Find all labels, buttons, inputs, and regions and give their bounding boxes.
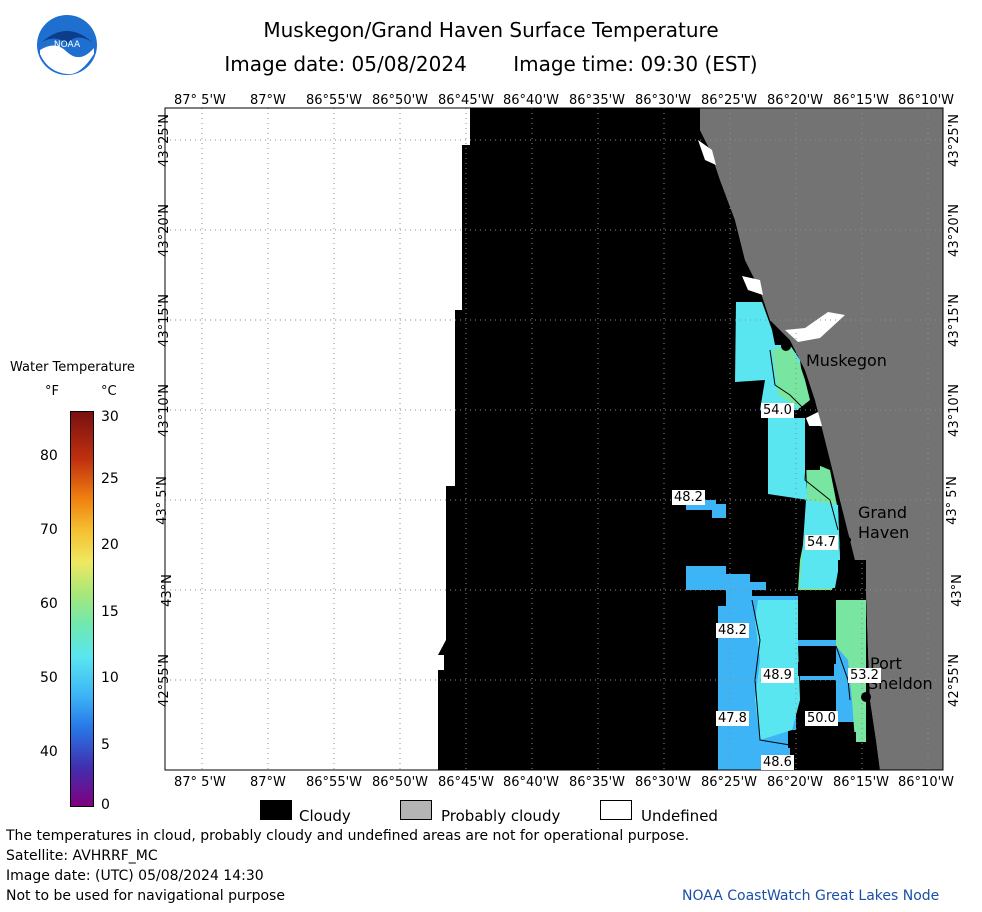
image-date-time: Image date: 05/08/2024 Image time: 09:30… bbox=[0, 52, 982, 76]
lat-label: 43°20'N bbox=[946, 204, 962, 257]
legend-c-tick: 25 bbox=[101, 471, 119, 487]
lon-label: 86°15'W bbox=[833, 93, 890, 108]
cloudy-label: Cloudy bbox=[299, 807, 351, 825]
legend-c-tick: 10 bbox=[101, 670, 119, 686]
legend-c-tick: 15 bbox=[101, 604, 119, 620]
lat-label: 43°N bbox=[159, 574, 175, 607]
footer-disclaimer: The temperatures in cloud, probably clou… bbox=[6, 828, 690, 844]
image-date: Image date: 05/08/2024 bbox=[224, 52, 467, 76]
temp-label: 48.2 bbox=[716, 623, 749, 638]
temp-label: 53.2 bbox=[848, 668, 881, 683]
graticule bbox=[165, 108, 943, 770]
lat-label: 43°15'N bbox=[156, 294, 172, 347]
footer-credit: NOAA CoastWatch Great Lakes Node bbox=[682, 888, 940, 904]
legend-f-tick: 80 bbox=[40, 448, 58, 464]
lon-label: 86°45'W bbox=[438, 93, 495, 108]
lon-label: 87°W bbox=[250, 775, 286, 790]
lon-label: 86°15'W bbox=[833, 775, 890, 790]
probably-cloudy-swatch bbox=[400, 800, 432, 820]
lon-label: 86°25'W bbox=[701, 775, 758, 790]
temp-label: 47.8 bbox=[716, 711, 749, 726]
cloudy-swatch bbox=[260, 800, 292, 820]
lat-label: 43°10'N bbox=[156, 384, 172, 437]
place-grand-haven-1: Grand bbox=[858, 503, 908, 522]
grand-haven-marker bbox=[845, 537, 851, 543]
legend-unit-c: °C bbox=[101, 384, 117, 399]
lon-label: 86°25'W bbox=[701, 93, 758, 108]
lat-label: 43°25'N bbox=[156, 114, 172, 167]
noaa-logo: NOAA bbox=[36, 14, 98, 76]
undefined-swatch bbox=[600, 800, 632, 820]
water-region bbox=[772, 345, 810, 408]
lon-label: 86°30'W bbox=[635, 775, 692, 790]
svg-text:NOAA: NOAA bbox=[54, 40, 81, 50]
legend-title: Water Temperature bbox=[10, 360, 135, 375]
legend-c-tick: 30 bbox=[101, 409, 119, 425]
page-title: Muskegon/Grand Haven Surface Temperature bbox=[263, 18, 719, 42]
temp-label: 48.6 bbox=[761, 755, 794, 770]
undefined-label: Undefined bbox=[641, 807, 718, 825]
lat-label: 43°10'N bbox=[946, 384, 962, 437]
lon-label: 86°55'W bbox=[306, 93, 363, 108]
lat-label: 42°55'N bbox=[156, 654, 172, 707]
lon-label: 86°40'W bbox=[503, 93, 560, 108]
water-region bbox=[768, 418, 808, 500]
lon-label: 87° 5'W bbox=[174, 775, 226, 790]
lon-label: 86°50'W bbox=[372, 775, 429, 790]
lat-label: 42°55'N bbox=[946, 654, 962, 707]
probably-cloudy-label: Probably cloudy bbox=[441, 807, 561, 825]
lon-label: 86°20'W bbox=[767, 775, 824, 790]
legend-f-tick: 50 bbox=[40, 670, 58, 686]
lon-label: 86°35'W bbox=[569, 93, 626, 108]
lat-label: 43°15'N bbox=[946, 294, 962, 347]
legend-c-tick: 0 bbox=[101, 797, 110, 813]
legend-c-tick: 20 bbox=[101, 537, 119, 553]
lon-label: 86°40'W bbox=[503, 775, 560, 790]
legend-f-tick: 70 bbox=[40, 522, 58, 538]
image-time: Image time: 09:30 (EST) bbox=[513, 52, 758, 76]
lat-label: 43°20'N bbox=[156, 204, 172, 257]
land-area bbox=[700, 108, 943, 770]
temp-label: 54.7 bbox=[805, 535, 838, 550]
lon-label: 86°10'W bbox=[898, 775, 955, 790]
lon-label: 86°30'W bbox=[635, 93, 692, 108]
lon-label: 86°10'W bbox=[898, 93, 955, 108]
lon-label: 86°55'W bbox=[306, 775, 363, 790]
legend-color-bar bbox=[70, 411, 94, 807]
lon-label: 86°50'W bbox=[372, 93, 429, 108]
muskegon-marker bbox=[781, 341, 791, 351]
lon-label: 86°20'W bbox=[767, 93, 824, 108]
legend-f-tick: 40 bbox=[40, 744, 58, 760]
place-port-sheldon-2: Sheldon bbox=[868, 674, 933, 693]
footer-image-date: Image date: (UTC) 05/08/2024 14:30 bbox=[6, 868, 264, 884]
lon-label: 87°W bbox=[250, 93, 286, 108]
port-sheldon-marker bbox=[861, 692, 871, 702]
temp-label: 50.0 bbox=[805, 711, 838, 726]
lon-label: 86°45'W bbox=[438, 775, 495, 790]
lat-label: 43° 5'N bbox=[944, 476, 960, 525]
lat-label: 43°N bbox=[949, 574, 965, 607]
lat-label: 43°25'N bbox=[946, 114, 962, 167]
lat-label: 43° 5'N bbox=[154, 476, 170, 525]
legend-f-tick: 60 bbox=[40, 596, 58, 612]
footer-navigation-warning: Not to be used for navigational purpose bbox=[6, 888, 285, 904]
place-muskegon: Muskegon bbox=[806, 351, 887, 370]
temp-label: 48.9 bbox=[761, 668, 794, 683]
footer-satellite: Satellite: AVHRRF_MC bbox=[6, 848, 158, 864]
legend-unit-f: °F bbox=[45, 384, 59, 399]
temp-label: 48.2 bbox=[672, 490, 705, 505]
temp-label: 54.0 bbox=[761, 403, 794, 418]
place-grand-haven-2: Haven bbox=[858, 523, 910, 542]
legend-c-tick: 5 bbox=[101, 737, 110, 753]
water-region bbox=[686, 566, 726, 590]
lon-label: 86°35'W bbox=[569, 775, 626, 790]
lon-label: 87° 5'W bbox=[174, 93, 226, 108]
